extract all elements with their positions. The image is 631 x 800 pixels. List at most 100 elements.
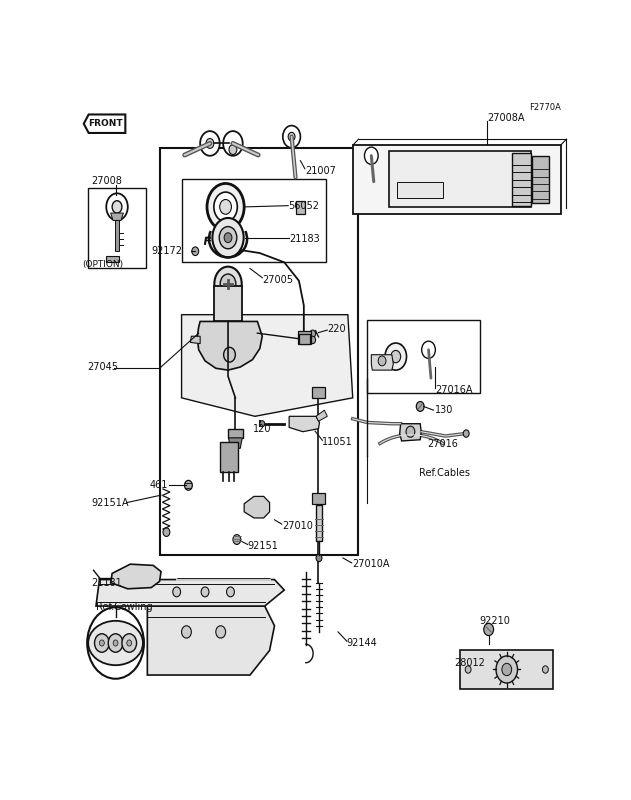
Text: 92151: 92151	[247, 541, 278, 550]
Circle shape	[543, 666, 548, 673]
Circle shape	[422, 341, 435, 358]
Text: 92151A: 92151A	[91, 498, 129, 507]
Circle shape	[463, 430, 469, 438]
Bar	[106, 256, 119, 262]
Circle shape	[220, 199, 232, 214]
Circle shape	[391, 350, 401, 362]
Circle shape	[127, 640, 132, 646]
Circle shape	[365, 147, 378, 164]
Circle shape	[200, 131, 220, 156]
Polygon shape	[316, 410, 327, 422]
Bar	[391, 344, 401, 367]
Bar	[389, 151, 531, 207]
Text: F2770A: F2770A	[529, 103, 560, 112]
Circle shape	[223, 131, 243, 156]
Text: 21181: 21181	[91, 578, 122, 588]
Circle shape	[298, 204, 304, 211]
Circle shape	[252, 501, 262, 513]
Polygon shape	[110, 564, 161, 589]
Polygon shape	[84, 114, 126, 133]
Bar	[160, 148, 358, 555]
Circle shape	[113, 640, 118, 646]
Bar	[228, 429, 243, 438]
Circle shape	[288, 132, 295, 141]
Polygon shape	[148, 606, 274, 675]
Circle shape	[122, 634, 136, 652]
Polygon shape	[244, 496, 269, 518]
Bar	[297, 201, 305, 214]
Bar	[397, 182, 443, 198]
Circle shape	[182, 626, 191, 638]
Circle shape	[112, 201, 122, 213]
Circle shape	[100, 640, 104, 646]
Circle shape	[201, 587, 209, 597]
Bar	[367, 320, 480, 393]
Circle shape	[184, 480, 192, 490]
Circle shape	[229, 145, 237, 154]
Text: Ref.Cowling: Ref.Cowling	[96, 602, 153, 612]
Circle shape	[192, 247, 199, 255]
Circle shape	[220, 274, 236, 294]
Text: 56052: 56052	[288, 201, 319, 210]
Circle shape	[213, 218, 244, 258]
Text: 27010A: 27010A	[351, 559, 389, 569]
Polygon shape	[353, 146, 560, 214]
Text: Ref.Cables: Ref.Cables	[419, 468, 469, 478]
Bar	[532, 156, 550, 202]
Circle shape	[173, 587, 180, 597]
Text: 27016A: 27016A	[435, 386, 473, 395]
Bar	[512, 154, 531, 206]
Text: 92144: 92144	[347, 638, 377, 648]
Text: 11051: 11051	[322, 437, 353, 447]
Circle shape	[260, 421, 265, 426]
Circle shape	[95, 634, 109, 652]
Bar	[115, 221, 119, 251]
Text: 120: 120	[252, 424, 271, 434]
Text: 27008A: 27008A	[487, 113, 525, 122]
Polygon shape	[399, 424, 422, 441]
Circle shape	[227, 587, 234, 597]
Circle shape	[416, 402, 424, 411]
Circle shape	[283, 126, 300, 148]
Circle shape	[163, 528, 170, 537]
Circle shape	[298, 418, 308, 430]
Bar	[316, 505, 322, 541]
Polygon shape	[228, 438, 242, 448]
Bar	[88, 188, 146, 269]
Polygon shape	[182, 314, 353, 416]
Circle shape	[310, 330, 316, 338]
Circle shape	[310, 336, 316, 344]
Text: 27005: 27005	[262, 274, 293, 285]
Bar	[312, 493, 326, 504]
Circle shape	[316, 554, 322, 562]
Text: 27008: 27008	[91, 176, 122, 186]
Text: FRONT: FRONT	[88, 119, 123, 128]
Circle shape	[378, 356, 386, 366]
Circle shape	[106, 194, 127, 221]
Bar	[214, 286, 242, 322]
Bar	[298, 331, 310, 344]
Circle shape	[484, 623, 493, 636]
Polygon shape	[198, 322, 262, 370]
Text: 220: 220	[327, 324, 346, 334]
Circle shape	[207, 183, 244, 230]
Ellipse shape	[88, 621, 143, 665]
Text: 21007: 21007	[305, 166, 336, 176]
Circle shape	[385, 343, 406, 370]
Circle shape	[406, 426, 415, 438]
Text: (OPTION): (OPTION)	[82, 260, 123, 270]
Bar	[299, 334, 310, 344]
Circle shape	[214, 192, 237, 222]
Bar	[312, 386, 326, 398]
Text: 130: 130	[435, 405, 453, 415]
Text: 92210: 92210	[479, 616, 510, 626]
Text: 461: 461	[150, 480, 168, 490]
Circle shape	[206, 138, 214, 148]
Circle shape	[502, 663, 512, 676]
Circle shape	[496, 656, 517, 683]
Bar	[220, 442, 239, 472]
Circle shape	[223, 347, 235, 362]
Circle shape	[224, 233, 232, 242]
Polygon shape	[371, 354, 393, 370]
Circle shape	[219, 226, 237, 249]
